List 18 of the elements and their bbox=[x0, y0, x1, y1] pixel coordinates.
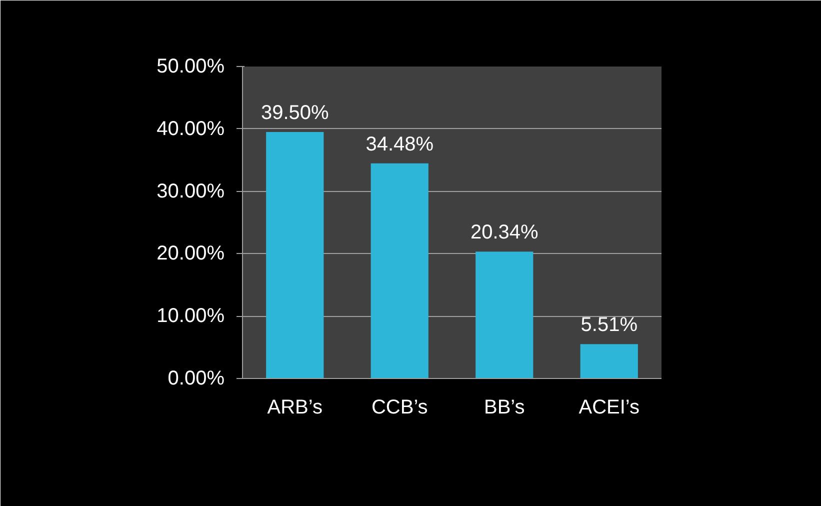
data-label: 5.51% bbox=[580, 314, 638, 336]
y-tick-label: 10.00% bbox=[156, 305, 225, 328]
y-tick-label: 0.00% bbox=[168, 368, 225, 390]
y-tick-label: 20.00% bbox=[156, 242, 225, 265]
data-label: 20.34% bbox=[470, 222, 539, 244]
bar bbox=[370, 163, 428, 378]
bar bbox=[476, 252, 534, 378]
bar bbox=[266, 132, 324, 378]
data-label: 34.48% bbox=[366, 133, 434, 156]
x-tick-label: BB’s bbox=[484, 396, 525, 418]
bar bbox=[580, 344, 638, 378]
y-tick-label: 50.00% bbox=[156, 56, 225, 78]
x-tick-label: CCB’s bbox=[371, 396, 428, 418]
y-tick-label: 30.00% bbox=[156, 180, 225, 202]
data-label: 39.50% bbox=[260, 102, 330, 124]
y-tick-label: 40.00% bbox=[156, 118, 225, 140]
x-tick-label: ARB’s bbox=[267, 396, 322, 418]
x-tick-label: ACEI’s bbox=[578, 396, 640, 418]
